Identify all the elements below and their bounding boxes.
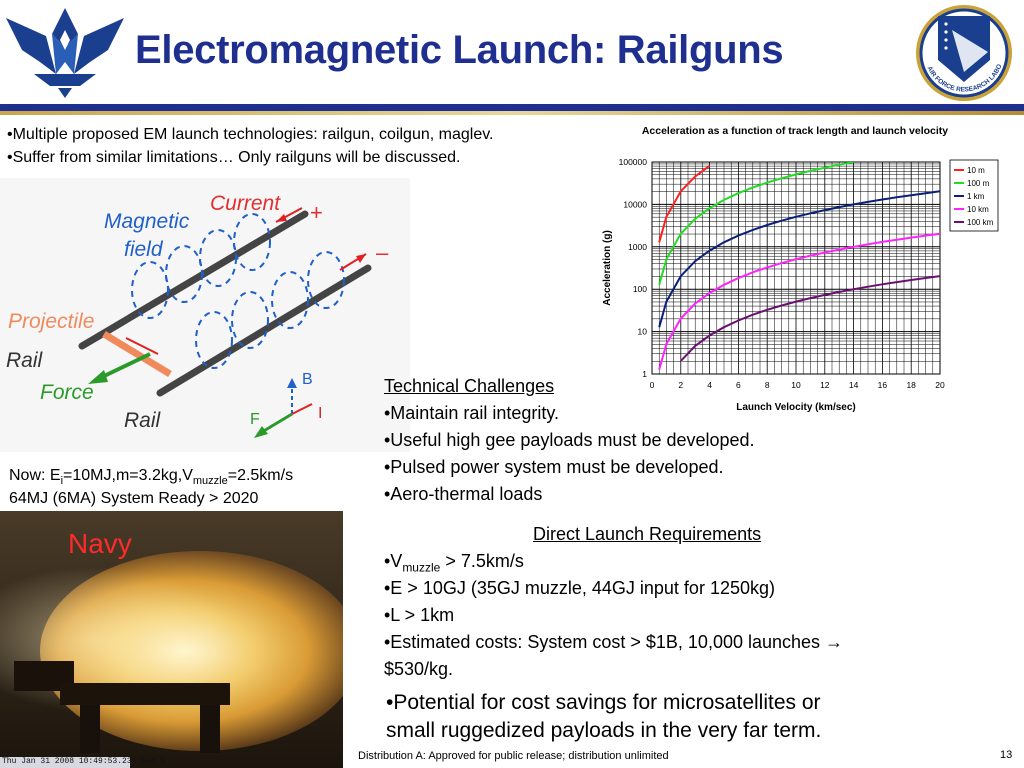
series-line [658, 232, 940, 370]
requirement-item: •Estimated costs: System cost > $1B, 10,… [384, 632, 844, 652]
y-tick-label: 10000 [623, 199, 647, 209]
x-tick-label: 20 [935, 380, 945, 390]
y-tick-label: 100 [633, 284, 647, 294]
x-tick-label: 14 [849, 380, 859, 390]
projectile-motion-arrow [125, 337, 159, 355]
axis-i [291, 403, 313, 415]
label-axis-f: F [250, 411, 260, 428]
x-tick-label: 6 [736, 380, 741, 390]
requirement-item: $530/kg. [384, 659, 454, 679]
label-current: Current [210, 192, 281, 215]
legend-label: 100 km [967, 218, 994, 227]
requirement-item: •E > 10GJ (35GJ muzzle, 44GJ input for 1… [384, 578, 775, 598]
challenge-item: •Useful high gee payloads must be develo… [384, 430, 755, 450]
air-force-logo [6, 8, 124, 98]
label-projectile: Projectile [8, 310, 94, 333]
chart-ylabel: Acceleration (g) [602, 230, 613, 306]
header-rule [0, 104, 1024, 111]
legend-label: 100 m [967, 179, 990, 188]
axis-f [261, 412, 293, 434]
photo-timestamp: Thu Jan 31 2008 10:49:53.231 508 S [2, 757, 166, 766]
rail-lower [156, 264, 372, 397]
series-line [658, 164, 711, 243]
series-line [658, 162, 854, 286]
requirements-heading: Direct Launch Requirements [533, 524, 762, 544]
chart-title: Acceleration as a function of track leng… [641, 125, 949, 137]
x-tick-label: 0 [650, 380, 655, 390]
y-tick-label: 10 [638, 327, 648, 337]
challenge-item: •Maintain rail integrity. [384, 403, 560, 423]
x-tick-label: 18 [906, 380, 916, 390]
projectile-bar [102, 331, 172, 377]
requirement-velocity: •Vmuzzle > 7.5km/s [384, 551, 524, 575]
chart-xlabel: Launch Velocity (km/sec) [736, 402, 856, 413]
x-tick-label: 8 [765, 380, 770, 390]
y-tick-label: 100000 [619, 157, 648, 167]
label-plus: + [310, 200, 323, 225]
x-tick-label: 12 [820, 380, 830, 390]
series-line [658, 190, 940, 328]
navy-railgun-photo [0, 511, 343, 768]
x-tick-label: 2 [678, 380, 683, 390]
challenge-item: •Pulsed power system must be developed. [384, 457, 724, 477]
label-minus: – [376, 240, 389, 265]
now-line-1: Now: Ei=10MJ,m=3.2kg,Vmuzzle=2.5km/s [9, 467, 294, 488]
legend-label: 10 km [967, 205, 989, 214]
intro-bullet-2: •Suffer from similar limitations… Only r… [7, 149, 461, 166]
label-magnetic: Magnetic [104, 210, 190, 233]
header-rule-accent [0, 111, 1024, 115]
label-rail-top: Rail [6, 349, 44, 372]
footer-distribution: Distribution A: Approved for public rele… [358, 750, 669, 762]
now-line-2: 64MJ (6MA) System Ready > 2020 [9, 490, 259, 507]
magnetic-field-loops [131, 213, 345, 369]
challenges-heading: Technical Challenges [384, 376, 555, 396]
chart-series [658, 162, 940, 370]
potential-line: small ruggedized payloads in the very fa… [386, 719, 822, 742]
acceleration-chart: 0 2 4 6 8 10 12 14 16 18 20 1 10 100 1000 10000 100000 A… [602, 157, 999, 413]
x-tick-label: 4 [707, 380, 712, 390]
afrl-seal-icon: AIR FORCE RESEARCH LABORATORY [912, 2, 1012, 101]
label-force: Force [40, 381, 94, 404]
x-tick-label: 16 [878, 380, 888, 390]
legend-label: 10 m [967, 166, 985, 175]
label-axis-b: B [302, 371, 313, 388]
x-tick-label: 10 [791, 380, 801, 390]
force-arrow [99, 352, 151, 380]
label-field: field [124, 238, 164, 261]
chart-ticks: 0 2 4 6 8 10 12 14 16 18 20 1 10 100 1000 10000 100000 [619, 157, 945, 390]
page-number: 13 [1000, 749, 1013, 761]
potential-line: •Potential for cost savings for microsat… [386, 691, 821, 714]
series-line [680, 275, 940, 362]
label-rail-bottom: Rail [124, 409, 162, 432]
legend-label: 1 km [967, 192, 985, 201]
railgun-diagram: Current + – Magnetic field Projectile Ra… [0, 178, 410, 452]
y-tick-label: 1 [642, 369, 647, 379]
challenge-item: •Aero-thermal loads [384, 484, 543, 504]
label-axis-i: I [318, 405, 322, 422]
chart-legend: 10 m 100 m 1 km 10 km 100 km [949, 159, 999, 232]
rail-upper [78, 210, 309, 350]
y-tick-label: 1000 [628, 242, 647, 252]
slide-title: Electromagnetic Launch: Railguns [135, 28, 784, 72]
chart-grid [651, 161, 941, 375]
requirement-item: •L > 1km [384, 605, 455, 625]
navy-label: Navy [68, 528, 132, 559]
intro-bullet-1: •Multiple proposed EM launch technologie… [7, 126, 494, 143]
